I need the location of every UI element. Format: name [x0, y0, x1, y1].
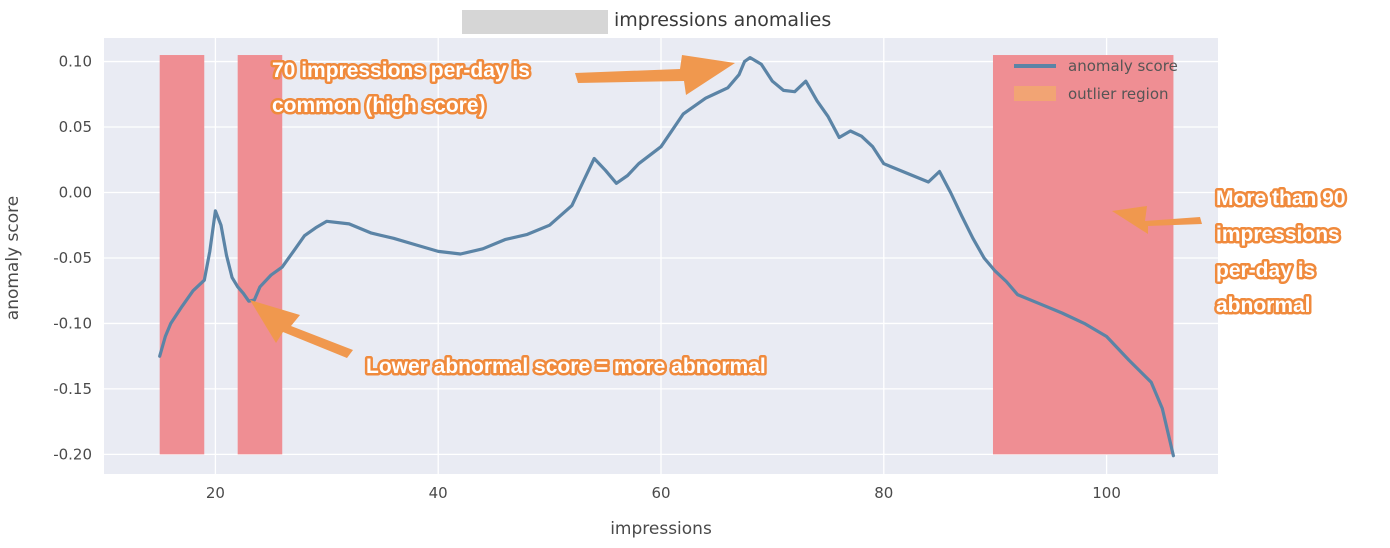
legend: anomaly score outlier region [1014, 57, 1178, 103]
y-tick-label-3: -0.05 [53, 249, 92, 267]
annotation-low-score: Lower abnormal score = more abnormal [366, 355, 766, 378]
outlier-region-3 [992, 55, 1174, 455]
x-tick-label-80: 80 [874, 484, 893, 502]
x-axis-label: impressions [610, 519, 712, 539]
y-tick-label-5: -0.15 [53, 380, 92, 398]
y-tick-label-4: -0.10 [53, 314, 92, 332]
arrow-to-dip [250, 300, 353, 358]
outlier-region-2 [237, 55, 283, 455]
x-tick-label-60: 60 [651, 484, 670, 502]
arrow-to-peak [575, 55, 735, 95]
x-tick-label-20: 20 [206, 484, 225, 502]
legend-label-anomaly-score: anomaly score [1068, 57, 1178, 75]
x-tick-label-100: 100 [1092, 484, 1121, 502]
title-redaction [462, 10, 608, 34]
y-tick-label-2: 0.00 [59, 183, 92, 201]
outlier-region-1 [159, 55, 205, 455]
series-layer [158, 55, 1176, 458]
y-tick-labels: 0.10 0.05 0.00 -0.05 -0.10 -0.15 -0.20 [53, 53, 92, 464]
legend-swatch-outlier-region [1014, 86, 1056, 101]
chart-title: impressions anomalies [614, 9, 831, 31]
x-tick-label-40: 40 [429, 484, 448, 502]
x-tick-labels: 20 40 60 80 100 [206, 484, 1121, 502]
y-axis-label: anomaly score [3, 196, 23, 320]
annotation-arrows [250, 55, 1202, 358]
annotation-peak: 70 impressions per-day is common (high s… [272, 59, 536, 117]
y-tick-label-6: -0.20 [53, 445, 92, 463]
y-tick-label-0: 0.10 [59, 53, 92, 71]
arrow-to-outlier-region [1112, 206, 1202, 234]
outlier-regions [159, 55, 1174, 455]
annotation-high-impressions: More than 90 impressions per-day is abno… [1216, 187, 1351, 317]
legend-label-outlier-region: outlier region [1068, 85, 1169, 103]
series-line-anomaly-score [158, 55, 1176, 458]
y-tick-label-1: 0.05 [59, 118, 92, 136]
